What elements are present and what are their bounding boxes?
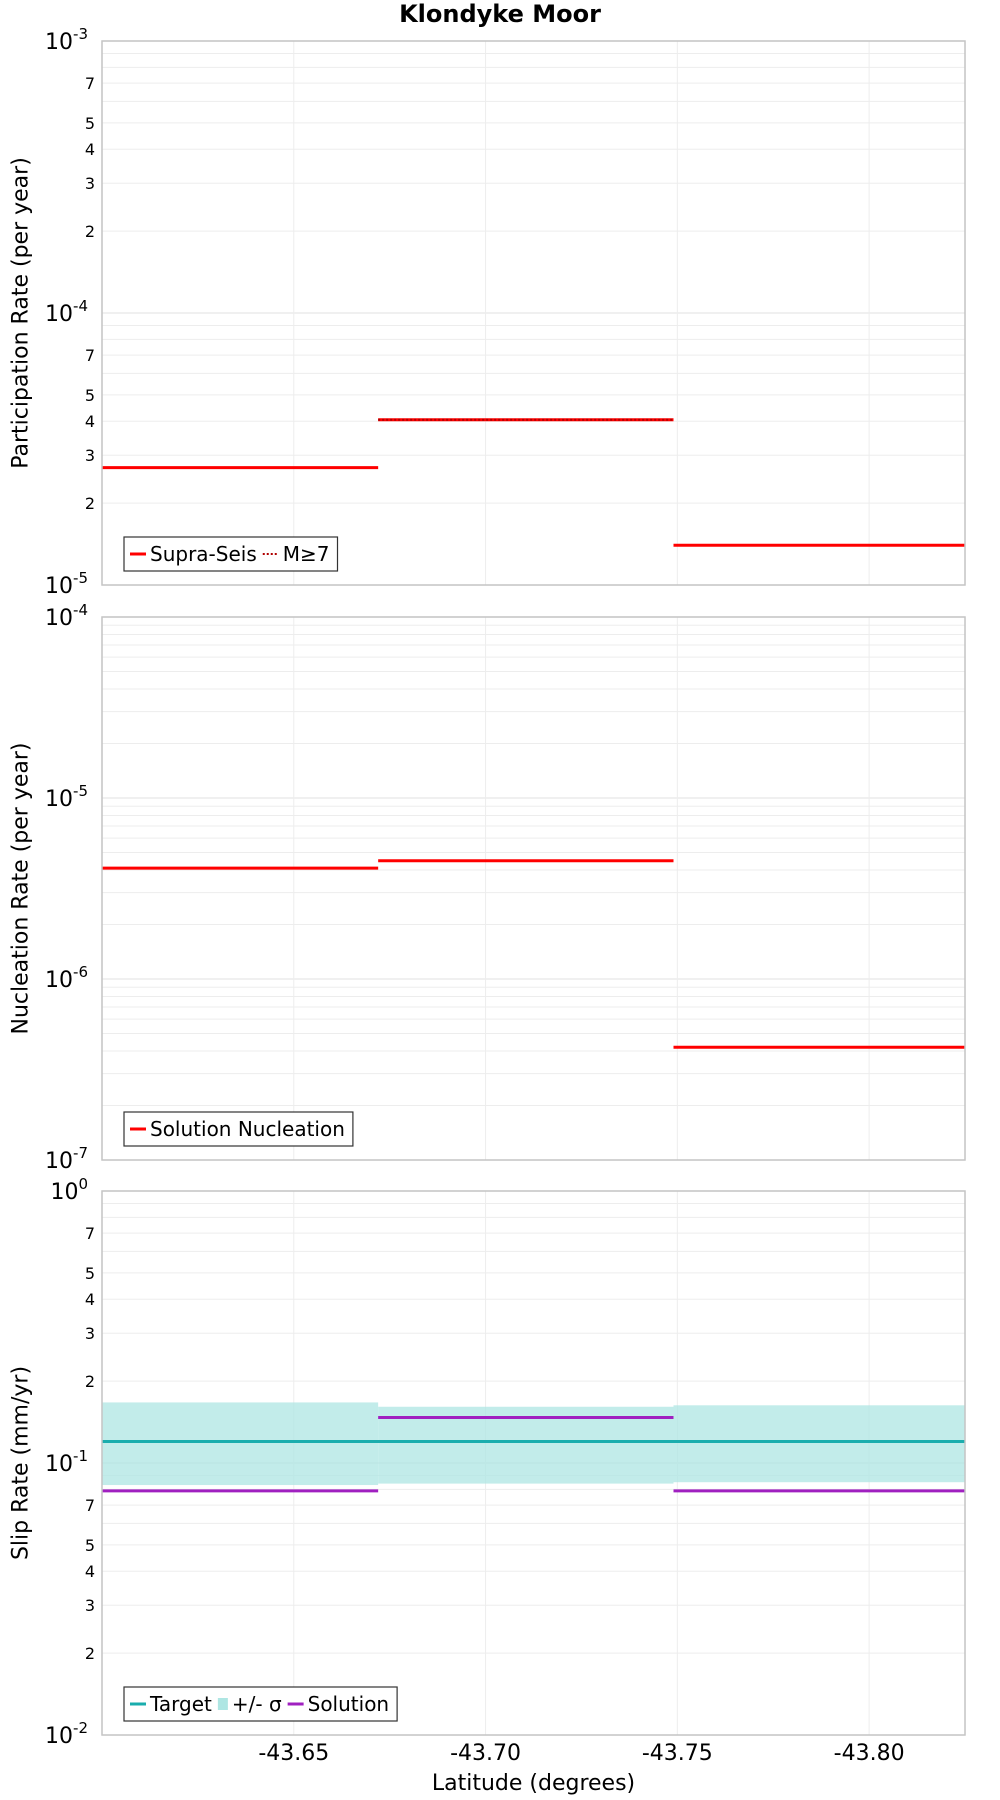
legend: Solution Nucleation xyxy=(123,1111,354,1147)
x-axis-label: Latitude (degrees) xyxy=(432,1771,635,1796)
y-tick-label-minor: 2 xyxy=(85,1372,95,1391)
plot-frame xyxy=(101,40,966,586)
legend-background xyxy=(124,537,338,571)
plot-frame xyxy=(101,1190,966,1736)
y-tick-label-minor: 2 xyxy=(85,1644,95,1663)
legend: Supra-Seis M≥7 xyxy=(123,536,339,572)
plot-area xyxy=(102,617,965,1160)
y-gridlines xyxy=(102,40,965,586)
y-tick-labels: 10-2 2 3 4 5 7 10-1 2 3 4 5 7 100 xyxy=(45,1175,95,1749)
x-tick-labels: -43.65 -43.70 -43.75 -43.80 xyxy=(258,1741,904,1766)
series-line-1 xyxy=(102,859,965,1049)
y-tick-label-minor: 2 xyxy=(85,494,95,513)
legend-background xyxy=(124,1112,353,1146)
y-tick-labels: 10-7 10-6 10-5 10-4 xyxy=(45,601,88,1174)
y-tick-label-minor: 5 xyxy=(85,386,95,405)
y-gridlines xyxy=(102,1190,965,1736)
y-tick-label-minor: 5 xyxy=(85,1536,95,1555)
series-line-3 xyxy=(102,1415,965,1493)
y-tick-label-major: 10-4 xyxy=(45,601,88,631)
x-tick-label: -43.70 xyxy=(450,1741,521,1766)
y-tick-label-major: 10-1 xyxy=(45,1447,88,1477)
legend-swatch xyxy=(217,1698,228,1710)
legend-band-swatch xyxy=(217,1698,228,1710)
y-tick-label-major: 10-6 xyxy=(45,963,88,993)
y-tick-label-minor: 3 xyxy=(85,1596,95,1615)
y-tick-label-major: 10-3 xyxy=(45,25,88,55)
legend: Target +/- σ Solution xyxy=(123,1686,398,1722)
chart-panels: 10-5 2 3 4 5 7 10-4 2 3 4 5 7 10-3 Participation Rate… xyxy=(9,25,966,1796)
x-gridlines xyxy=(293,41,870,585)
uncertainty-band-segment xyxy=(673,1405,965,1483)
x-tick-label: -43.75 xyxy=(642,1741,713,1766)
legend-box xyxy=(123,1686,398,1722)
y-tick-label-minor: 7 xyxy=(85,1224,95,1243)
legend-box xyxy=(123,536,339,572)
legend-label: Solution Nucleation xyxy=(150,1117,345,1141)
y-tick-label-minor: 3 xyxy=(85,446,95,465)
y-tick-label-major: 10-4 xyxy=(45,297,88,327)
y-tick-label-major: 10-5 xyxy=(45,782,88,812)
chart-panel-2: 10-7 10-6 10-5 10-4 Nucleation Rate (per yea… xyxy=(9,601,966,1174)
y-tick-label-major: 10-2 xyxy=(45,1719,88,1749)
y-tick-labels: 10-5 2 3 4 5 7 10-4 2 3 4 5 7 10-3 xyxy=(45,25,95,599)
plot-frame xyxy=(101,616,966,1161)
y-tick-label-minor: 5 xyxy=(85,1264,95,1283)
legend-label: M≥7 xyxy=(283,542,330,566)
legend-label: Supra-Seis xyxy=(150,542,257,566)
y-axis-label: Participation Rate (per year) xyxy=(9,157,34,469)
y-tick-label-minor: 3 xyxy=(85,1324,95,1343)
chart-panel-3: 10-2 2 3 4 5 7 10-1 2 3 4 5 7 100 Slip Rate (mm/yr) Ta… xyxy=(9,1175,966,1749)
legend-label: Solution xyxy=(308,1692,389,1716)
legend-label: +/- σ xyxy=(232,1692,282,1716)
y-tick-label-minor: 7 xyxy=(85,74,95,93)
series-band-2 xyxy=(102,1402,965,1486)
legend-box xyxy=(123,1111,354,1147)
y-tick-label-minor: 5 xyxy=(85,114,95,133)
y-tick-label-minor: 2 xyxy=(85,222,95,241)
chart-title: Klondyke Moor xyxy=(399,0,601,28)
y-tick-label-major: 100 xyxy=(50,1175,88,1205)
x-tick-label: -43.80 xyxy=(834,1741,905,1766)
y-tick-label-major: 10-5 xyxy=(45,569,88,599)
y-gridlines xyxy=(102,616,965,1161)
y-tick-label-minor: 4 xyxy=(85,140,95,159)
x-gridlines xyxy=(293,617,870,1160)
y-tick-label-minor: 3 xyxy=(85,174,95,193)
chart-panel-1: 10-5 2 3 4 5 7 10-4 2 3 4 5 7 10-3 Participation Rate… xyxy=(9,25,966,599)
legend-label: Target xyxy=(149,1692,212,1716)
y-tick-label-major: 10-7 xyxy=(45,1144,88,1174)
y-tick-label-minor: 4 xyxy=(85,1290,95,1309)
y-tick-label-minor: 4 xyxy=(85,412,95,431)
uncertainty-band-segment xyxy=(102,1402,379,1486)
y-tick-label-minor: 7 xyxy=(85,1496,95,1515)
uncertainty-band-segment xyxy=(378,1406,674,1484)
y-tick-label-minor: 4 xyxy=(85,1562,95,1581)
legend-background xyxy=(124,1687,398,1721)
y-axis-label: Slip Rate (mm/yr) xyxy=(9,1366,34,1560)
x-tick-label: -43.65 xyxy=(258,1741,329,1766)
y-tick-label-minor: 7 xyxy=(85,346,95,365)
y-axis-label: Nucleation Rate (per year) xyxy=(9,743,34,1035)
